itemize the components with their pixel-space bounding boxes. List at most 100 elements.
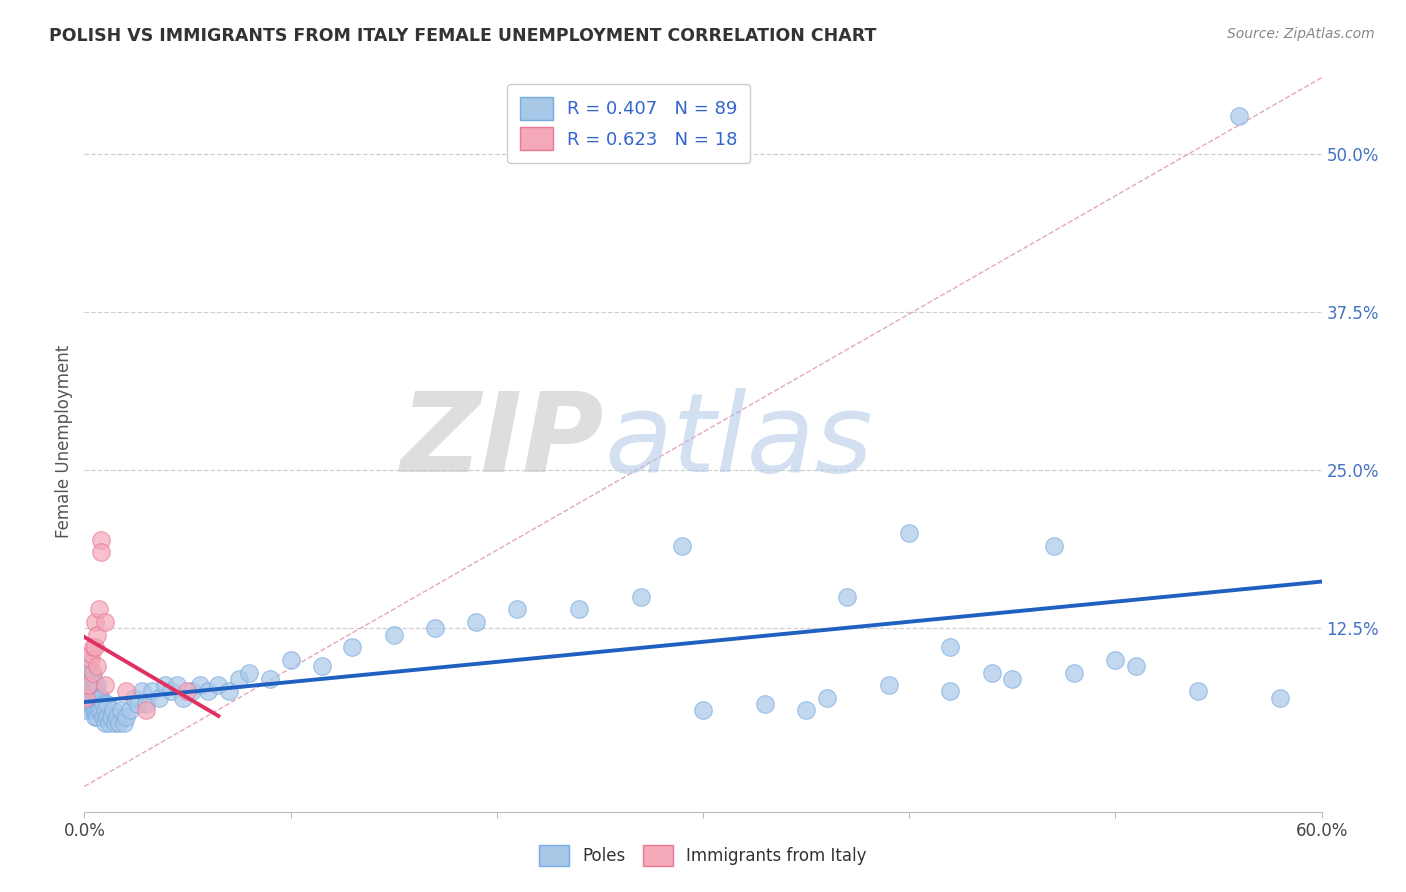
Point	[86, 710, 108, 724]
Point	[83, 684, 105, 698]
Point	[259, 672, 281, 686]
Point	[103, 703, 125, 717]
Point	[114, 684, 136, 698]
Point	[87, 703, 110, 717]
Point	[79, 653, 101, 667]
Point	[148, 690, 170, 705]
Point	[311, 659, 333, 673]
Point	[1187, 684, 1209, 698]
Point	[100, 710, 122, 724]
Point	[188, 678, 211, 692]
Point	[87, 602, 110, 616]
Point	[94, 703, 117, 717]
Point	[86, 690, 108, 705]
Point	[1227, 109, 1250, 123]
Point	[90, 533, 112, 547]
Point	[94, 678, 117, 692]
Point	[342, 640, 364, 655]
Point	[77, 678, 100, 692]
Point	[87, 690, 110, 705]
Point	[75, 690, 97, 705]
Point	[1001, 672, 1024, 686]
Point	[82, 697, 104, 711]
Point	[83, 703, 105, 717]
Point	[1042, 539, 1064, 553]
Text: atlas: atlas	[605, 388, 873, 495]
Point	[83, 690, 105, 705]
Point	[82, 665, 104, 680]
Point	[172, 690, 194, 705]
Point	[207, 678, 229, 692]
Point	[110, 703, 132, 717]
Legend: R = 0.407   N = 89, R = 0.623   N = 18: R = 0.407 N = 89, R = 0.623 N = 18	[508, 84, 749, 163]
Point	[90, 690, 112, 705]
Point	[79, 697, 101, 711]
Point	[112, 716, 135, 731]
Point	[1104, 653, 1126, 667]
Point	[238, 665, 260, 680]
Point	[127, 697, 149, 711]
Point	[228, 672, 250, 686]
Point	[135, 697, 157, 711]
Point	[83, 640, 105, 655]
Point	[382, 627, 405, 641]
Point	[75, 703, 97, 717]
Point	[630, 590, 652, 604]
Point	[692, 703, 714, 717]
Point	[77, 684, 100, 698]
Text: POLISH VS IMMIGRANTS FROM ITALY FEMALE UNEMPLOYMENT CORRELATION CHART: POLISH VS IMMIGRANTS FROM ITALY FEMALE U…	[49, 27, 876, 45]
Point	[218, 684, 240, 698]
Point	[423, 621, 446, 635]
Point	[77, 659, 100, 673]
Point	[197, 684, 219, 698]
Point	[980, 665, 1002, 680]
Point	[141, 684, 163, 698]
Point	[86, 627, 108, 641]
Point	[91, 710, 114, 724]
Point	[118, 703, 141, 717]
Y-axis label: Female Unemployment: Female Unemployment	[55, 345, 73, 538]
Point	[1270, 690, 1292, 705]
Point	[898, 526, 921, 541]
Legend: Poles, Immigrants from Italy: Poles, Immigrants from Italy	[531, 837, 875, 875]
Point	[160, 684, 183, 698]
Point	[815, 690, 838, 705]
Point	[79, 665, 101, 680]
Point	[96, 697, 118, 711]
Point	[180, 684, 202, 698]
Point	[754, 697, 776, 711]
Point	[79, 690, 101, 705]
Point	[105, 710, 128, 724]
Point	[75, 678, 97, 692]
Point	[131, 684, 153, 698]
Point	[83, 710, 105, 724]
Point	[94, 615, 117, 629]
Point	[94, 716, 117, 731]
Point	[153, 678, 176, 692]
Point	[83, 615, 105, 629]
Point	[77, 672, 100, 686]
Point	[939, 684, 962, 698]
Point	[86, 703, 108, 717]
Point	[939, 640, 962, 655]
Point	[108, 716, 131, 731]
Point	[82, 703, 104, 717]
Point	[176, 684, 198, 698]
Point	[90, 545, 112, 559]
Point	[280, 653, 302, 667]
Point	[568, 602, 591, 616]
Point	[82, 672, 104, 686]
Point	[794, 703, 817, 717]
Point	[506, 602, 529, 616]
Point	[82, 640, 104, 655]
Point	[114, 710, 136, 724]
Point	[122, 690, 145, 705]
Point	[86, 659, 108, 673]
Text: ZIP: ZIP	[401, 388, 605, 495]
Point	[86, 678, 108, 692]
Point	[465, 615, 488, 629]
Point	[135, 703, 157, 717]
Point	[1125, 659, 1147, 673]
Point	[877, 678, 900, 692]
Point	[79, 678, 101, 692]
